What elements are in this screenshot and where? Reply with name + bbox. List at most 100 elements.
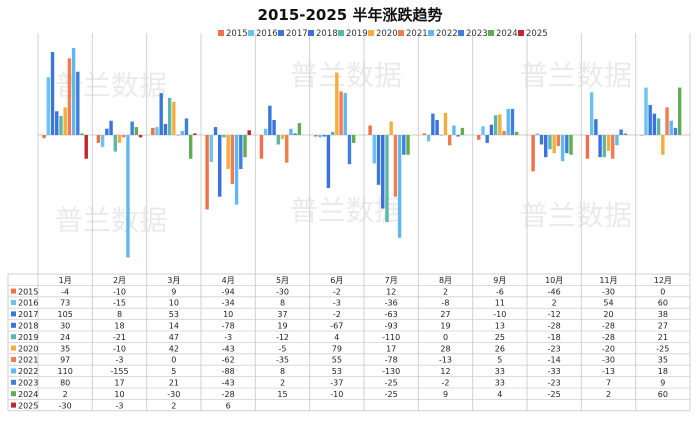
bar-2019-0 <box>59 116 63 135</box>
bar-2025-1 <box>138 135 143 138</box>
watermark-5: 普兰数据 <box>520 199 632 232</box>
data-label-2022-3: -88 <box>222 367 235 376</box>
bar-2021-0 <box>67 58 72 136</box>
x-tick-label-10: 11月 <box>599 276 617 285</box>
legend-swatch-2020 <box>368 30 374 36</box>
table-series-label-2023: 2023 <box>18 379 38 388</box>
bar-2018-5 <box>326 135 331 188</box>
bar-2016-2 <box>155 127 159 135</box>
bar-2024-4 <box>297 123 302 135</box>
legend-swatch-2025 <box>518 30 524 36</box>
bar-2016-10 <box>589 92 594 135</box>
x-tick-label-2: 3月 <box>167 276 180 285</box>
legend-label-2016: 2016 <box>256 29 278 39</box>
bar-2024-8 <box>514 131 519 135</box>
legend-swatch-2024 <box>488 30 494 36</box>
data-label-2015-2: 9 <box>171 287 176 296</box>
data-label-2021-4: -35 <box>276 356 289 365</box>
bar-2018-4 <box>272 119 276 135</box>
legend-label-2024: 2024 <box>496 29 518 39</box>
data-label-2017-5: -2 <box>333 310 341 319</box>
bar-2017-5 <box>322 135 326 137</box>
data-label-2016-0: 73 <box>60 299 70 308</box>
bar-2024-2 <box>188 135 193 159</box>
data-label-2016-1: -15 <box>113 299 126 308</box>
data-label-2018-7: 19 <box>440 322 450 331</box>
data-label-2023-10: 7 <box>606 379 611 388</box>
bar-2022-9 <box>560 135 565 162</box>
data-label-2016-7: -8 <box>442 299 450 308</box>
bar-2025-3 <box>247 130 251 135</box>
bar-2018-9 <box>544 135 548 158</box>
data-label-2024-10: 2 <box>606 390 611 399</box>
bar-2020-10 <box>606 135 611 151</box>
bar-2021-2 <box>176 135 180 136</box>
data-label-2023-4: 2 <box>280 379 285 388</box>
bar-2021-6 <box>393 135 398 197</box>
table-series-label-2018: 2018 <box>18 322 38 331</box>
bar-2023-2 <box>184 118 189 135</box>
bar-2025-2 <box>193 133 197 135</box>
table-series-label-2024: 2024 <box>18 390 38 399</box>
table-swatch-2021 <box>11 357 16 362</box>
data-label-2020-8: 26 <box>495 344 505 353</box>
bar-2023-11 <box>673 127 678 135</box>
x-tick-label-11: 12月 <box>654 276 672 285</box>
data-label-2015-0: -4 <box>61 287 69 296</box>
data-label-2021-8: 5 <box>497 356 502 365</box>
bar-2015-10 <box>585 135 590 159</box>
data-label-2020-4: -5 <box>279 344 287 353</box>
legend-swatch-2018 <box>308 30 314 36</box>
legend-swatch-2017 <box>278 30 284 36</box>
watermark-1: 普兰数据 <box>290 59 402 92</box>
table-swatch-2024 <box>11 391 16 397</box>
data-label-2022-4: 8 <box>280 367 285 376</box>
legend-label-2023: 2023 <box>466 29 488 39</box>
bar-2023-4 <box>293 133 297 135</box>
table-series-label-2020: 2020 <box>18 344 38 353</box>
data-label-2019-5: 4 <box>334 333 339 342</box>
bar-2020-8 <box>498 114 502 135</box>
data-label-2021-1: -3 <box>116 356 124 365</box>
data-label-2017-3: 10 <box>223 310 233 319</box>
legend-label-2021: 2021 <box>406 29 428 39</box>
bar-2019-7 <box>439 135 443 136</box>
data-label-2025-0: -30 <box>59 401 72 410</box>
bar-2015-6 <box>368 125 372 135</box>
table-series-label-2021: 2021 <box>18 356 38 365</box>
data-label-2018-0: 30 <box>60 322 70 331</box>
bar-2017-11 <box>648 104 652 135</box>
bar-2019-2 <box>167 97 172 135</box>
bar-2022-10 <box>615 135 619 146</box>
bar-2024-3 <box>243 135 247 158</box>
data-label-2022-6: -130 <box>382 367 400 376</box>
data-label-2018-6: -93 <box>385 322 398 331</box>
bar-2021-4 <box>285 135 289 163</box>
bar-2020-9 <box>552 135 556 154</box>
data-label-2016-4: 8 <box>280 299 285 308</box>
x-tick-label-8: 9月 <box>493 276 506 285</box>
bar-2024-6 <box>406 135 410 155</box>
bar-2018-2 <box>163 123 168 135</box>
data-label-2021-9: -14 <box>548 356 561 365</box>
data-label-2022-8: 33 <box>495 367 505 376</box>
data-label-2017-0: 105 <box>58 310 73 319</box>
table-series-label-2022: 2022 <box>18 367 38 376</box>
data-label-2022-1: -155 <box>110 367 128 376</box>
data-label-2025-2: 2 <box>171 401 176 410</box>
chart-title: 2015-2025 半年涨跌趋势 <box>257 6 443 24</box>
data-label-2024-3: -28 <box>222 390 235 399</box>
table-swatch-2019 <box>11 334 16 340</box>
bar-2023-10 <box>619 129 623 135</box>
data-label-2020-6: 17 <box>386 344 396 353</box>
data-label-2016-9: 2 <box>552 299 557 308</box>
bar-2019-8 <box>493 115 498 135</box>
legend-label-2015: 2015 <box>226 29 248 39</box>
data-label-2023-0: 80 <box>60 379 70 388</box>
bar-2016-6 <box>372 135 377 164</box>
data-label-2024-9: -25 <box>548 390 561 399</box>
bar-2016-4 <box>263 128 268 135</box>
bar-2017-7 <box>431 113 435 135</box>
